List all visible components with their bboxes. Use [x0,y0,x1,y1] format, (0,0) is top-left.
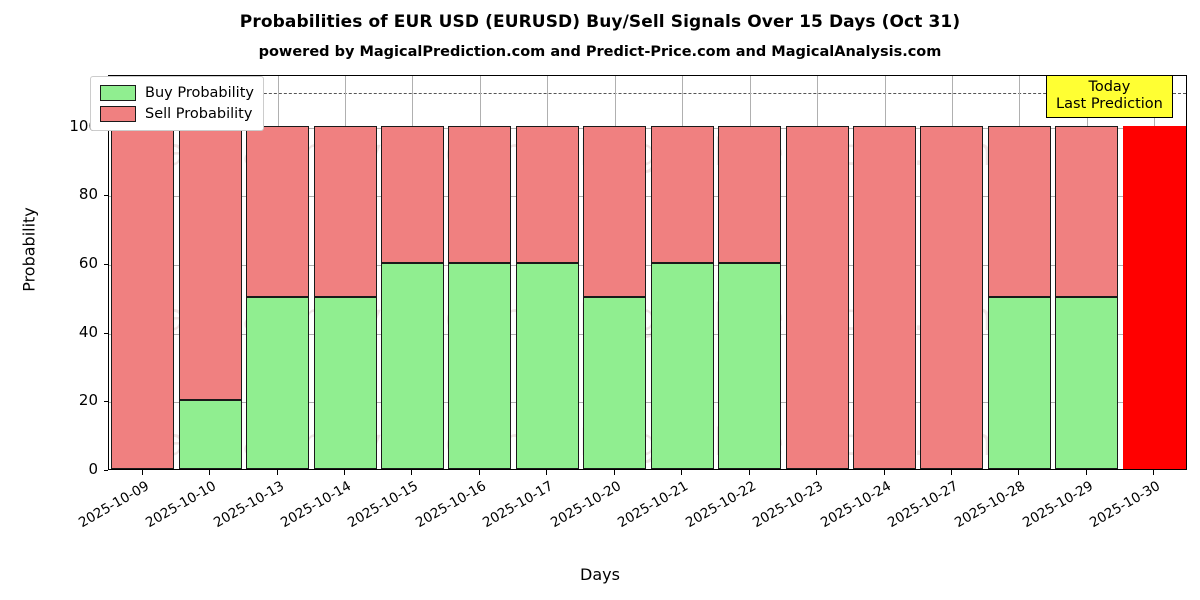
y-tick-mark-20 [104,401,108,403]
y-tick-mark-0 [104,470,108,471]
bar-segment-sell[interactable] [583,125,647,298]
chart-subtitle: powered by MagicalPrediction.com and Pre… [258,44,942,60]
bar-group[interactable] [987,76,1051,469]
x-tick-mark-2025-10-20 [613,470,615,475]
bar-segment-sell[interactable] [313,125,377,298]
y-tick-label-60: 60 [78,253,98,272]
bar-segment-buy[interactable] [987,297,1051,469]
bar-segment-buy[interactable] [448,262,512,469]
bar-group[interactable] [785,76,849,469]
x-tick-mark-2025-10-14 [344,470,346,475]
gridline-y-20 [109,402,1186,404]
x-tick-mark-2025-10-13 [276,470,278,475]
bar-group[interactable] [313,76,377,469]
x-tick-mark-2025-10-22 [748,470,750,475]
x-tick-mark-2025-10-24 [883,470,885,475]
chart-legend[interactable]: Buy Probability Sell Probability [90,76,264,131]
bar-segment-sell[interactable] [718,125,782,263]
bar-segment-sell[interactable] [853,125,917,469]
bar-segment-sell[interactable] [515,125,579,263]
y-tick-label-80: 80 [78,185,98,204]
bar-segment-buy[interactable] [515,262,579,469]
y-tick-mark-40 [104,332,108,334]
bar-segment-sell[interactable] [448,125,512,263]
y-tick-label-100: 100 [69,116,98,135]
gridline-y-100 [109,127,1186,129]
bar-group[interactable] [380,76,444,469]
bar-group[interactable] [718,76,782,469]
bar-segment-buy[interactable] [178,400,242,469]
bar-segment-buy[interactable] [313,297,377,469]
bar-segment-sell[interactable] [246,125,310,298]
bar-group[interactable] [583,76,647,469]
bar-group[interactable] [246,76,310,469]
x-tick-mark-2025-10-16 [478,470,480,475]
x-tick-mark-2025-10-21 [681,470,683,475]
bar-segment-buy[interactable] [583,297,647,469]
bar-segment-buy[interactable] [650,262,714,469]
plot-area: MagicalAnalysis.comMagicalPrediction.com… [108,75,1187,470]
bar-segment-buy[interactable] [1055,297,1119,469]
legend-label-sell: Sell Probability [145,105,253,122]
bar-segment-sell[interactable] [650,125,714,263]
bar-segment-sell[interactable] [987,125,1051,298]
bar-segment-sell[interactable] [380,125,444,263]
today-annotation-line1: Today [1088,79,1131,95]
legend-item-buy[interactable]: Buy Probability [100,82,254,103]
x-tick-mark-2025-10-29 [1085,470,1087,475]
x-tick-mark-2025-10-27 [950,470,952,475]
bar-segment-buy[interactable] [380,262,444,469]
bar-group[interactable] [650,76,714,469]
bar-group[interactable] [178,76,242,469]
x-axis-label: Days [580,565,620,584]
y-axis-label: Probability [19,207,39,292]
x-tick-mark-2025-10-28 [1018,470,1020,475]
x-tick-mark-2025-10-17 [546,470,548,475]
x-tick-mark-2025-10-10 [209,470,211,475]
bar-segment-sell[interactable] [111,125,175,469]
bar-group[interactable] [515,76,579,469]
bar-group[interactable] [1122,76,1186,469]
today-annotation-line2: Last Prediction [1056,96,1163,113]
x-tick-mark-2025-10-15 [411,470,413,475]
x-tick-mark-2025-10-23 [816,470,818,475]
bar-group[interactable] [111,76,175,469]
legend-swatch-sell-icon [100,105,136,122]
bar-segment-sell[interactable] [178,125,242,401]
bar-segment-sell[interactable] [1055,125,1119,298]
legend-item-sell[interactable]: Sell Probability [100,103,254,124]
bar-segment-sell[interactable] [785,125,849,469]
gridline-y-80 [109,196,1186,198]
bar-group[interactable] [920,76,984,469]
y-tick-label-40: 40 [78,322,98,341]
gridline-y-60 [109,264,1186,266]
gridline-y-40 [109,333,1186,335]
chart-title: Probabilities of EUR USD (EURUSD) Buy/Se… [239,12,961,32]
y-tick-mark-60 [104,263,108,265]
x-tick-mark-2025-10-09 [141,470,143,475]
today-annotation: Today Last Prediction [1046,75,1173,119]
bar-segment-sell[interactable] [920,125,984,469]
bar-segment-today-highlight[interactable] [1122,125,1186,469]
bar-group[interactable] [853,76,917,469]
legend-label-buy: Buy Probability [145,84,254,101]
x-tick-mark-2025-10-30 [1153,470,1155,475]
bar-segment-buy[interactable] [718,262,782,469]
y-tick-mark-80 [104,195,108,197]
bar-segment-buy[interactable] [246,297,310,469]
y-tick-label-20: 20 [78,391,98,410]
reference-line-dashed [109,93,1186,95]
bar-group[interactable] [1055,76,1119,469]
legend-swatch-buy-icon [100,84,136,101]
y-tick-label-0: 0 [88,460,98,478]
bar-group[interactable] [448,76,512,469]
